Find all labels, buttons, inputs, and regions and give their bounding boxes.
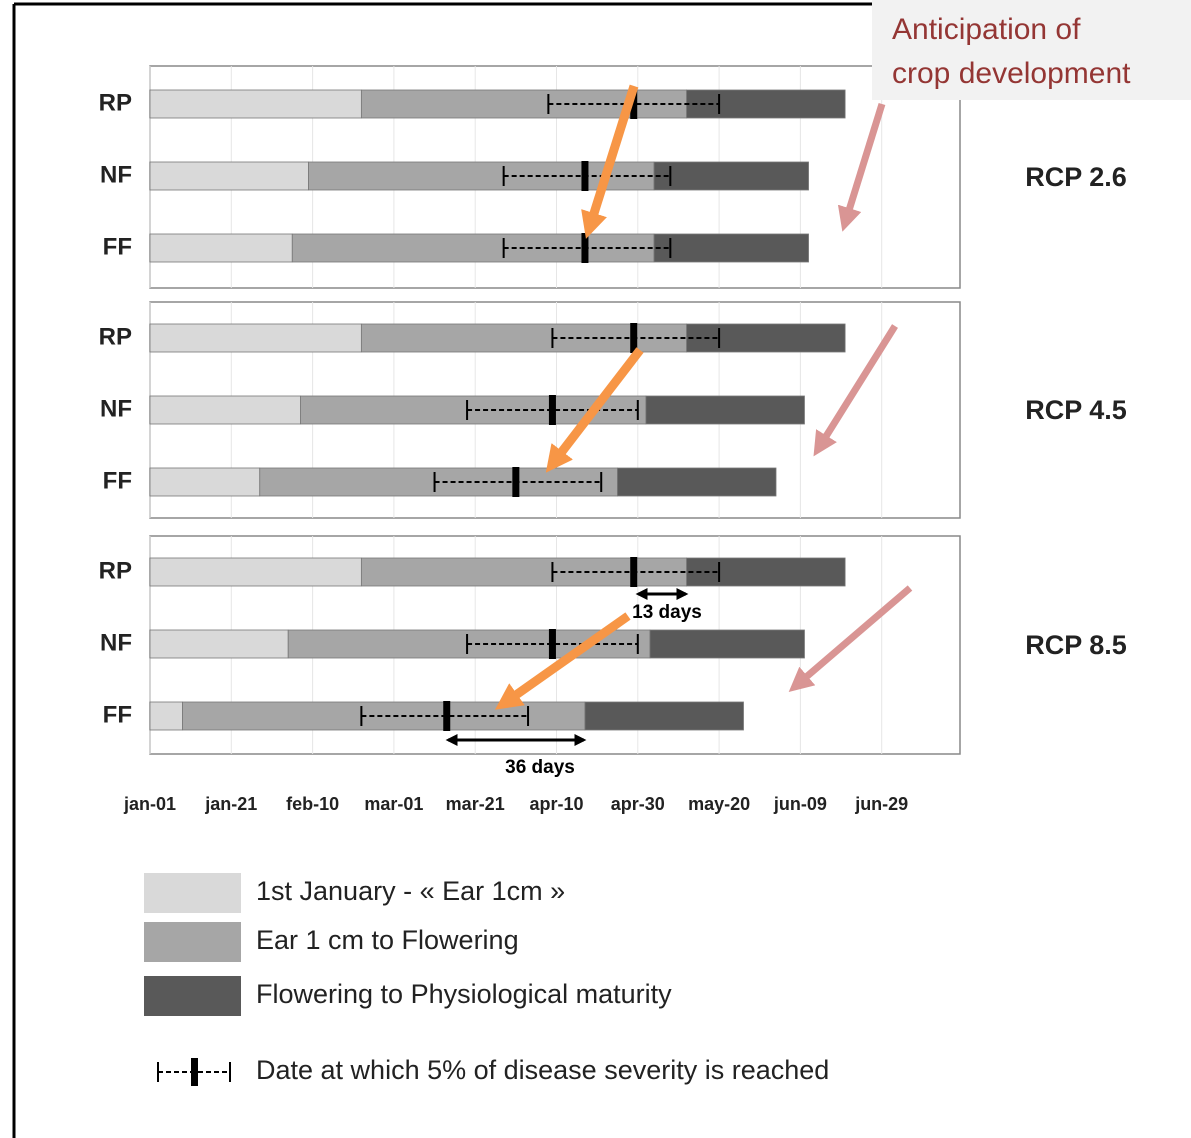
legend-disease-symbol xyxy=(191,1058,198,1086)
x-tick-label: feb-10 xyxy=(286,794,339,814)
bar-segment xyxy=(149,395,301,425)
row-label: NF xyxy=(100,395,132,422)
row-label: FF xyxy=(103,467,132,494)
bar-segment xyxy=(686,557,846,587)
bar-segment xyxy=(584,701,744,731)
bar-segment xyxy=(645,395,805,425)
bar-segment xyxy=(149,161,309,191)
row-label: RP xyxy=(99,89,132,116)
legend-label: Date at which 5% of disease severity is … xyxy=(256,1055,829,1085)
row-label: NF xyxy=(100,629,132,656)
arrow xyxy=(837,102,886,232)
x-tick-label: mar-01 xyxy=(364,794,423,814)
disease-date xyxy=(548,395,556,425)
bar-segment xyxy=(149,467,261,497)
panel-label: RCP 8.5 xyxy=(1025,630,1127,660)
x-tick-label: jan-01 xyxy=(123,794,176,814)
bar-segment xyxy=(149,89,362,119)
legend-swatch xyxy=(144,873,241,913)
annotation: 36 days xyxy=(505,757,575,778)
bar-segment xyxy=(149,233,293,263)
disease-date xyxy=(581,161,589,191)
x-tick-label: may-20 xyxy=(688,794,750,814)
plot: RCP 2.6 RP NF FF RCP 4.5 RP NF FF RCP 8.5 RP NF FF j… xyxy=(99,65,1127,814)
row-label: RP xyxy=(99,323,132,350)
legend-label: Ear 1 cm to Flowering xyxy=(256,925,519,955)
legend-swatch xyxy=(144,976,241,1016)
row-label: FF xyxy=(103,701,132,728)
x-tick-label: apr-10 xyxy=(529,794,583,814)
bar-segment xyxy=(653,233,809,263)
disease-date xyxy=(443,701,451,731)
bar-segment xyxy=(649,629,805,659)
bar-segment xyxy=(617,467,777,497)
panel-label: RCP 4.5 xyxy=(1025,395,1127,425)
x-tick-label: jun-09 xyxy=(773,794,827,814)
disease-date xyxy=(630,89,638,119)
annotation: Anticipation of crop development xyxy=(892,13,1131,90)
x-tick-label: apr-30 xyxy=(611,794,665,814)
arrow xyxy=(545,347,644,473)
legend-label: 1st January - « Ear 1cm » xyxy=(256,876,565,906)
annotation: 13 days xyxy=(632,602,702,623)
panel-label: RCP 2.6 xyxy=(1025,162,1127,192)
legend-label: Flowering to Physiological maturity xyxy=(256,979,672,1009)
bar-segment xyxy=(360,557,687,587)
annotation-box: Anticipation of crop development xyxy=(872,0,1191,100)
legend-swatch xyxy=(144,922,241,962)
disease-date xyxy=(581,233,589,263)
disease-date xyxy=(630,323,638,353)
x-tick-label: jun-29 xyxy=(854,794,908,814)
bar-segment xyxy=(149,557,362,587)
arrow xyxy=(581,84,639,239)
row-label: FF xyxy=(103,233,132,260)
bar-segment xyxy=(149,323,362,353)
row-label: RP xyxy=(99,557,132,584)
row-label: NF xyxy=(100,161,132,188)
arrow xyxy=(788,585,913,692)
disease-date xyxy=(512,467,520,497)
bar-segment xyxy=(149,701,183,731)
bar-segment xyxy=(149,629,289,659)
bar-segment xyxy=(653,161,809,191)
legend: Date at which 5% of disease severity is … xyxy=(144,873,829,1086)
bar-segment xyxy=(686,323,846,353)
bar-segment xyxy=(360,323,687,353)
arrow xyxy=(494,612,631,710)
x-tick-label: mar-21 xyxy=(446,794,505,814)
arrows xyxy=(445,84,913,746)
arrow xyxy=(813,324,898,457)
x-tick-label: jan-21 xyxy=(204,794,257,814)
disease-date xyxy=(630,557,638,587)
disease-date xyxy=(548,629,556,659)
